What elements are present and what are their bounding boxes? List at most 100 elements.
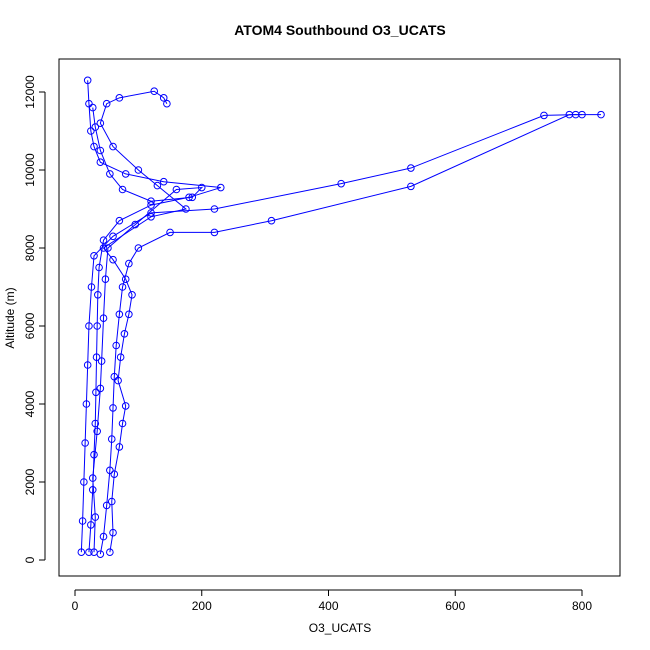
data-point [77,548,86,557]
data-point [96,158,105,166]
data-point [82,400,91,408]
data-point [109,232,117,241]
data-point [87,127,95,135]
data-point [104,244,112,252]
data-point [109,404,117,412]
data-point [85,548,93,557]
data-point [337,179,345,188]
data-point [101,275,110,284]
data-point [147,213,155,221]
data-point [80,478,88,486]
data-point [102,99,111,108]
data-point [134,244,143,252]
data-point [109,528,117,537]
data-point [90,142,98,151]
data-point [99,532,108,541]
data-point [85,99,93,108]
data-point [147,201,155,209]
data-point [85,322,93,330]
data-point [88,486,97,494]
data-point [407,182,415,191]
data-point [109,255,117,264]
series-line [92,107,204,553]
data-point [90,548,98,557]
y-tick-label: 10000 [23,153,37,187]
data-point [102,501,111,510]
data-point [159,94,168,102]
data-point [120,330,129,338]
y-tick-label: 8000 [23,234,37,261]
data-point [92,388,100,397]
data-point [147,197,155,205]
data-point [147,209,155,217]
data-point [131,220,140,229]
data-point [153,181,162,190]
data-point [210,228,219,237]
data-series [96,110,586,558]
y-axis-label: Altitude (m) [3,287,17,348]
y-tick-label: 4000 [23,390,37,417]
x-axis: 0 200 400 600 800 [72,589,592,613]
data-point [578,110,586,119]
data-point [106,548,114,557]
data-point [216,183,225,192]
data-point [88,474,97,482]
data-series [88,103,206,557]
data-point [197,183,206,192]
data-point [110,470,119,479]
x-tick-label: 0 [72,599,79,613]
chart-title: ATOM4 Southbound O3_UCATS [234,22,446,38]
data-point [125,259,133,268]
data-point [87,521,95,529]
data-point [182,205,190,213]
data-point [109,142,117,151]
data-point [172,185,181,194]
data-point [96,119,105,127]
data-point [115,310,124,319]
plot-frame [58,58,621,577]
data-series [77,110,605,557]
data-point [115,94,124,102]
data-point [121,170,130,178]
data-point [91,419,100,428]
data-point [118,283,127,291]
data-point [90,450,98,459]
data-point [94,291,102,299]
data-point [267,216,276,225]
data-point [134,166,143,174]
data-point [87,283,96,291]
data-point [91,513,100,521]
series-line [99,90,188,553]
data-point [115,443,124,451]
series-line [87,80,221,553]
data-point [118,185,127,194]
x-tick-label: 200 [192,599,212,613]
y-tick-label: 2000 [23,468,37,495]
data-point [99,314,108,323]
data-point [116,353,125,362]
data-point [540,111,548,120]
data-point [125,310,133,319]
data-point [118,419,127,428]
data-point [93,427,101,436]
data-point [83,76,92,85]
data-point [97,357,106,365]
plot-area [77,76,605,558]
data-point [96,384,105,393]
data-series [83,76,225,557]
y-tick-label: 6000 [23,312,37,339]
data-point [106,466,114,475]
data-point [150,87,159,96]
data-point [163,99,171,108]
data-point [110,372,119,381]
data-point [92,353,101,362]
data-point [83,361,92,369]
data-point [93,322,101,330]
data-point [90,252,98,260]
series-line [99,114,582,555]
data-point [107,435,116,443]
data-point [115,216,124,225]
y-tick-label: 0 [23,556,37,563]
data-point [121,275,130,284]
